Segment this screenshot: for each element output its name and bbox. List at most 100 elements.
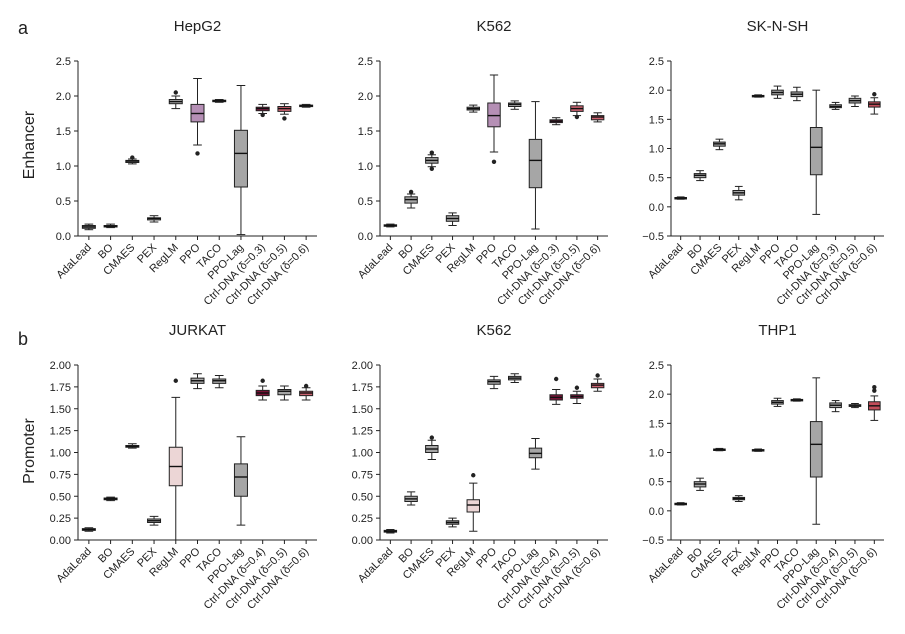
- box-cmaes: [125, 443, 140, 449]
- box-ctrl-dna-0-6-: [299, 383, 314, 401]
- box-adalead: [383, 223, 398, 228]
- outlier-point: [471, 473, 476, 478]
- box-ppo-lag: [528, 101, 543, 230]
- box-iqr: [277, 389, 292, 396]
- y-tick-label: 2.00: [352, 360, 373, 372]
- box-ppo: [487, 375, 501, 390]
- outlier-point: [408, 189, 414, 195]
- box-ctrl-dna-0-6-: [868, 92, 881, 115]
- y-tick-label: 1.5: [649, 114, 664, 126]
- outlier-point: [574, 385, 580, 390]
- outlier-point: [260, 378, 265, 383]
- box-adalead: [383, 529, 398, 534]
- box-reglm: [466, 473, 480, 532]
- y-tick-label: 0.5: [56, 196, 71, 208]
- box-ctrl-dna-0-3-: [829, 101, 842, 110]
- outlier-point: [173, 378, 178, 383]
- y-tick-label: 0.0: [649, 202, 664, 214]
- box-pex: [147, 215, 162, 223]
- box-ctrl-dna-0-5-: [277, 385, 292, 401]
- box-ppo-lag: [233, 85, 248, 236]
- box-taco: [212, 99, 227, 103]
- y-tick-label: 2.00: [50, 360, 71, 372]
- box-ppo-lag: [809, 377, 823, 525]
- box-ctrl-dna-0-3-: [549, 117, 563, 126]
- y-tick-label: 0.75: [50, 469, 71, 481]
- box-bo: [404, 189, 418, 209]
- box-adalead: [81, 223, 96, 231]
- x-tick-label: AdaLead: [356, 242, 396, 282]
- y-tick-label: 2.0: [649, 85, 664, 97]
- box-pex: [147, 515, 162, 526]
- y-tick-label: 2.5: [358, 56, 373, 68]
- outlier-point: [303, 383, 309, 389]
- y-tick-label: 2.5: [649, 360, 664, 372]
- box-ctrl-dna-0-6-: [868, 384, 881, 421]
- y-tick-label: 0.5: [358, 196, 373, 208]
- box-pex: [445, 212, 460, 226]
- y-tick-label: 0.25: [352, 513, 373, 525]
- box-cmaes: [425, 150, 439, 171]
- x-tick-label: AdaLead: [646, 242, 686, 282]
- y-tick-label: 0.50: [50, 491, 71, 503]
- y-tick-label: 0.00: [50, 535, 71, 547]
- box-ctrl-dna-0-6-: [590, 112, 605, 123]
- outlier-point: [173, 90, 178, 95]
- box-adalead: [81, 527, 96, 532]
- panel-label-a: a: [18, 18, 29, 38]
- box-ppo: [487, 74, 501, 164]
- y-tick-label: 0.00: [352, 535, 373, 547]
- outlier-point: [574, 114, 580, 120]
- y-tick-label: 0.5: [649, 173, 664, 185]
- box-reglm: [466, 104, 480, 113]
- y-tick-label: 0.0: [56, 231, 71, 243]
- box-iqr: [809, 421, 823, 478]
- outlier-point: [595, 373, 600, 378]
- y-tick-label: 0.50: [352, 491, 373, 503]
- box-taco: [212, 375, 227, 389]
- outlier-point: [872, 388, 877, 393]
- chart-panel-4: JURKAT 0.00 0.25 0.50 0.75 1.00 1.25 1.50 1.75 2.…: [50, 322, 317, 612]
- outlier-point: [282, 116, 287, 121]
- y-tick-label: 1.50: [50, 404, 71, 416]
- box-bo: [103, 223, 118, 229]
- y-tick-label: 1.0: [649, 448, 664, 460]
- chart-title: SK-N-SH: [747, 18, 809, 35]
- box-taco: [508, 373, 522, 383]
- box-ctrl-dna-0-4-: [255, 378, 270, 401]
- box-reglm: [751, 448, 765, 452]
- y-tick-label: 1.5: [358, 126, 373, 138]
- outlier-point: [429, 150, 435, 155]
- outlier-point: [429, 435, 435, 440]
- y-tick-label: 1.5: [649, 418, 664, 430]
- box-adalead: [674, 502, 687, 506]
- box-iqr: [466, 499, 480, 513]
- box-ctrl-dna-0-6-: [590, 373, 605, 392]
- y-tick-label: 1.75: [50, 382, 71, 394]
- y-tick-label: 0.5: [649, 477, 664, 489]
- box-cmaes: [425, 435, 439, 460]
- box-ctrl-dna-0-4-: [549, 376, 563, 405]
- y-tick-label: 1.0: [56, 161, 71, 173]
- x-tick-label: AdaLead: [646, 546, 686, 586]
- y-tick-label: 1.25: [50, 426, 71, 438]
- y-tick-label: −0.5: [642, 535, 664, 547]
- box-iqr: [809, 127, 823, 176]
- box-pex: [445, 517, 460, 528]
- x-tick-label: AdaLead: [54, 242, 94, 282]
- y-tick-label: 1.25: [352, 426, 373, 438]
- box-iqr: [528, 138, 543, 189]
- box-ppo: [771, 85, 784, 99]
- row-label-enhancer: Enhancer: [21, 110, 38, 179]
- box-ppo-lag: [809, 89, 823, 215]
- y-tick-label: 2.5: [56, 56, 71, 68]
- box-iqr: [233, 129, 248, 188]
- box-reglm: [751, 94, 765, 98]
- outlier-point: [872, 92, 877, 97]
- box-ppo-lag: [528, 438, 543, 470]
- box-adalead: [674, 196, 687, 200]
- outlier-point: [553, 376, 559, 382]
- box-bo: [693, 170, 707, 182]
